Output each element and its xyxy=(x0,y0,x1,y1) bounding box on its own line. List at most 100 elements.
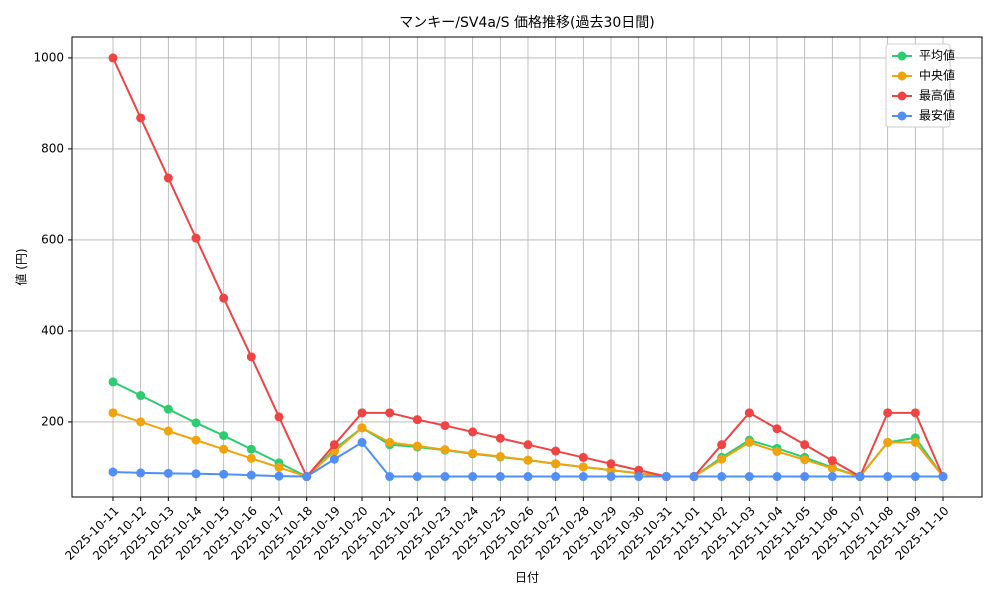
point xyxy=(800,472,810,482)
legend-label: 最高値 xyxy=(919,88,955,103)
point xyxy=(551,472,561,482)
legend-label: 最安値 xyxy=(919,108,955,123)
y-tick-label: 600 xyxy=(41,232,64,246)
y-tick-label: 1000 xyxy=(33,50,64,64)
point xyxy=(163,426,173,436)
point xyxy=(219,469,229,479)
point xyxy=(606,472,616,482)
point xyxy=(136,417,146,427)
point xyxy=(883,437,893,447)
point xyxy=(523,440,533,450)
point xyxy=(578,462,588,472)
legend-marker xyxy=(897,51,907,61)
point xyxy=(246,453,256,463)
point xyxy=(219,431,229,441)
point xyxy=(246,352,256,362)
point xyxy=(163,404,173,414)
point xyxy=(717,440,727,450)
point xyxy=(357,437,367,447)
point xyxy=(523,472,533,482)
point xyxy=(883,472,893,482)
point xyxy=(412,441,422,451)
point xyxy=(412,415,422,425)
point xyxy=(219,293,229,303)
point xyxy=(523,455,533,465)
chart-title: マンキー/SV4a/S 価格推移(過去30日間) xyxy=(399,15,654,31)
point xyxy=(246,444,256,454)
point xyxy=(329,447,339,457)
legend-box xyxy=(885,43,951,128)
point xyxy=(606,465,616,475)
point xyxy=(108,53,118,63)
point xyxy=(468,472,478,482)
point xyxy=(800,455,810,465)
y-tick-label: 200 xyxy=(41,414,64,428)
point xyxy=(744,408,754,418)
y-tick-label: 800 xyxy=(41,141,64,155)
point xyxy=(910,472,920,482)
point xyxy=(191,233,201,243)
point xyxy=(495,472,505,482)
legend-marker xyxy=(897,71,907,81)
point xyxy=(329,440,339,450)
point xyxy=(744,437,754,447)
point xyxy=(551,446,561,456)
point xyxy=(661,472,671,482)
point xyxy=(744,472,754,482)
point xyxy=(468,427,478,437)
legend-label: 平均値 xyxy=(919,48,955,63)
point xyxy=(495,452,505,462)
point xyxy=(827,456,837,466)
point xyxy=(412,472,422,482)
point xyxy=(191,418,201,428)
point xyxy=(578,472,588,482)
point xyxy=(910,437,920,447)
point xyxy=(357,423,367,433)
point xyxy=(136,391,146,401)
point xyxy=(274,471,284,481)
y-axis-label: 値 (円) xyxy=(14,248,29,285)
plot-frame xyxy=(71,36,983,498)
point xyxy=(385,472,395,482)
point xyxy=(800,440,810,450)
point xyxy=(855,472,865,482)
point xyxy=(329,454,339,464)
point xyxy=(108,467,118,477)
point xyxy=(440,421,450,431)
point xyxy=(163,468,173,478)
point xyxy=(772,424,782,434)
point xyxy=(689,472,699,482)
point xyxy=(827,463,837,473)
point xyxy=(772,447,782,457)
point xyxy=(191,469,201,479)
point xyxy=(938,472,948,482)
point xyxy=(495,433,505,443)
point xyxy=(108,408,118,418)
point xyxy=(191,435,201,445)
point xyxy=(634,465,644,475)
point xyxy=(385,437,395,447)
point xyxy=(274,412,284,422)
point xyxy=(827,472,837,482)
point xyxy=(717,454,727,464)
point xyxy=(357,408,367,418)
point xyxy=(440,472,450,482)
point xyxy=(136,113,146,123)
point xyxy=(274,462,284,472)
point xyxy=(910,408,920,418)
point xyxy=(246,470,256,480)
point xyxy=(606,459,616,469)
point xyxy=(772,472,782,482)
point xyxy=(163,173,173,183)
point xyxy=(136,468,146,478)
point xyxy=(551,459,561,469)
point xyxy=(219,444,229,454)
legend-marker xyxy=(897,91,907,101)
point xyxy=(468,448,478,458)
point xyxy=(440,445,450,455)
point xyxy=(717,472,727,482)
point xyxy=(385,408,395,418)
legend-marker xyxy=(897,111,907,121)
